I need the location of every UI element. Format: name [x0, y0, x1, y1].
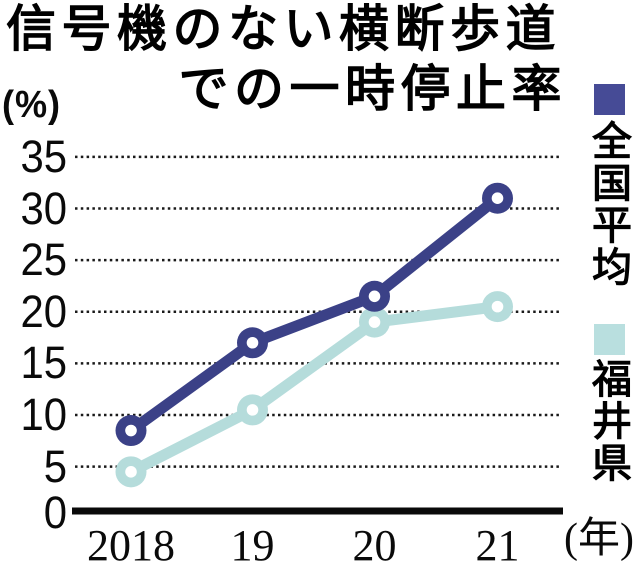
- data-point-hole: [368, 290, 381, 303]
- chart-title-line2: での一時停止率: [178, 61, 567, 117]
- data-point-hole: [491, 192, 504, 204]
- data-point-hole: [368, 316, 381, 328]
- x-tick-label-2018: 2018: [87, 521, 175, 570]
- chart-title-line1: 信号機のない横断歩道: [6, 1, 561, 57]
- y-tick-label-5: 5: [43, 440, 67, 492]
- data-point-hole: [491, 300, 504, 313]
- y-tick-label-0: 0: [43, 487, 67, 538]
- y-tick-label-35: 35: [20, 130, 68, 182]
- x-tick-label-19: 19: [230, 521, 275, 570]
- y-tick-label-15: 15: [20, 337, 68, 389]
- x-tick-label-21: 21: [475, 521, 520, 570]
- legend-label-fukui: 福井県: [586, 358, 630, 484]
- y-tick-label-30: 30: [20, 182, 68, 234]
- data-point-hole: [125, 424, 137, 437]
- data-point-hole: [246, 336, 259, 349]
- legend-swatch-fukui: [594, 324, 625, 355]
- y-tick-label-25: 25: [20, 234, 68, 286]
- data-point-hole: [125, 466, 137, 478]
- data-point-hole: [246, 404, 259, 416]
- y-tick-label-20: 20: [20, 285, 68, 337]
- x-tick-label-20: 20: [352, 521, 397, 570]
- legend-label-national-average: 全国平均: [586, 120, 630, 288]
- y-tick-label-10: 10: [20, 389, 68, 441]
- legend-swatch-national-average: [594, 84, 625, 115]
- x-axis-unit-label: (年): [564, 516, 634, 562]
- y-axis-unit-label: (%): [2, 84, 62, 126]
- series-line-全国平均: [127, 193, 501, 435]
- series-line-福井県: [128, 301, 499, 477]
